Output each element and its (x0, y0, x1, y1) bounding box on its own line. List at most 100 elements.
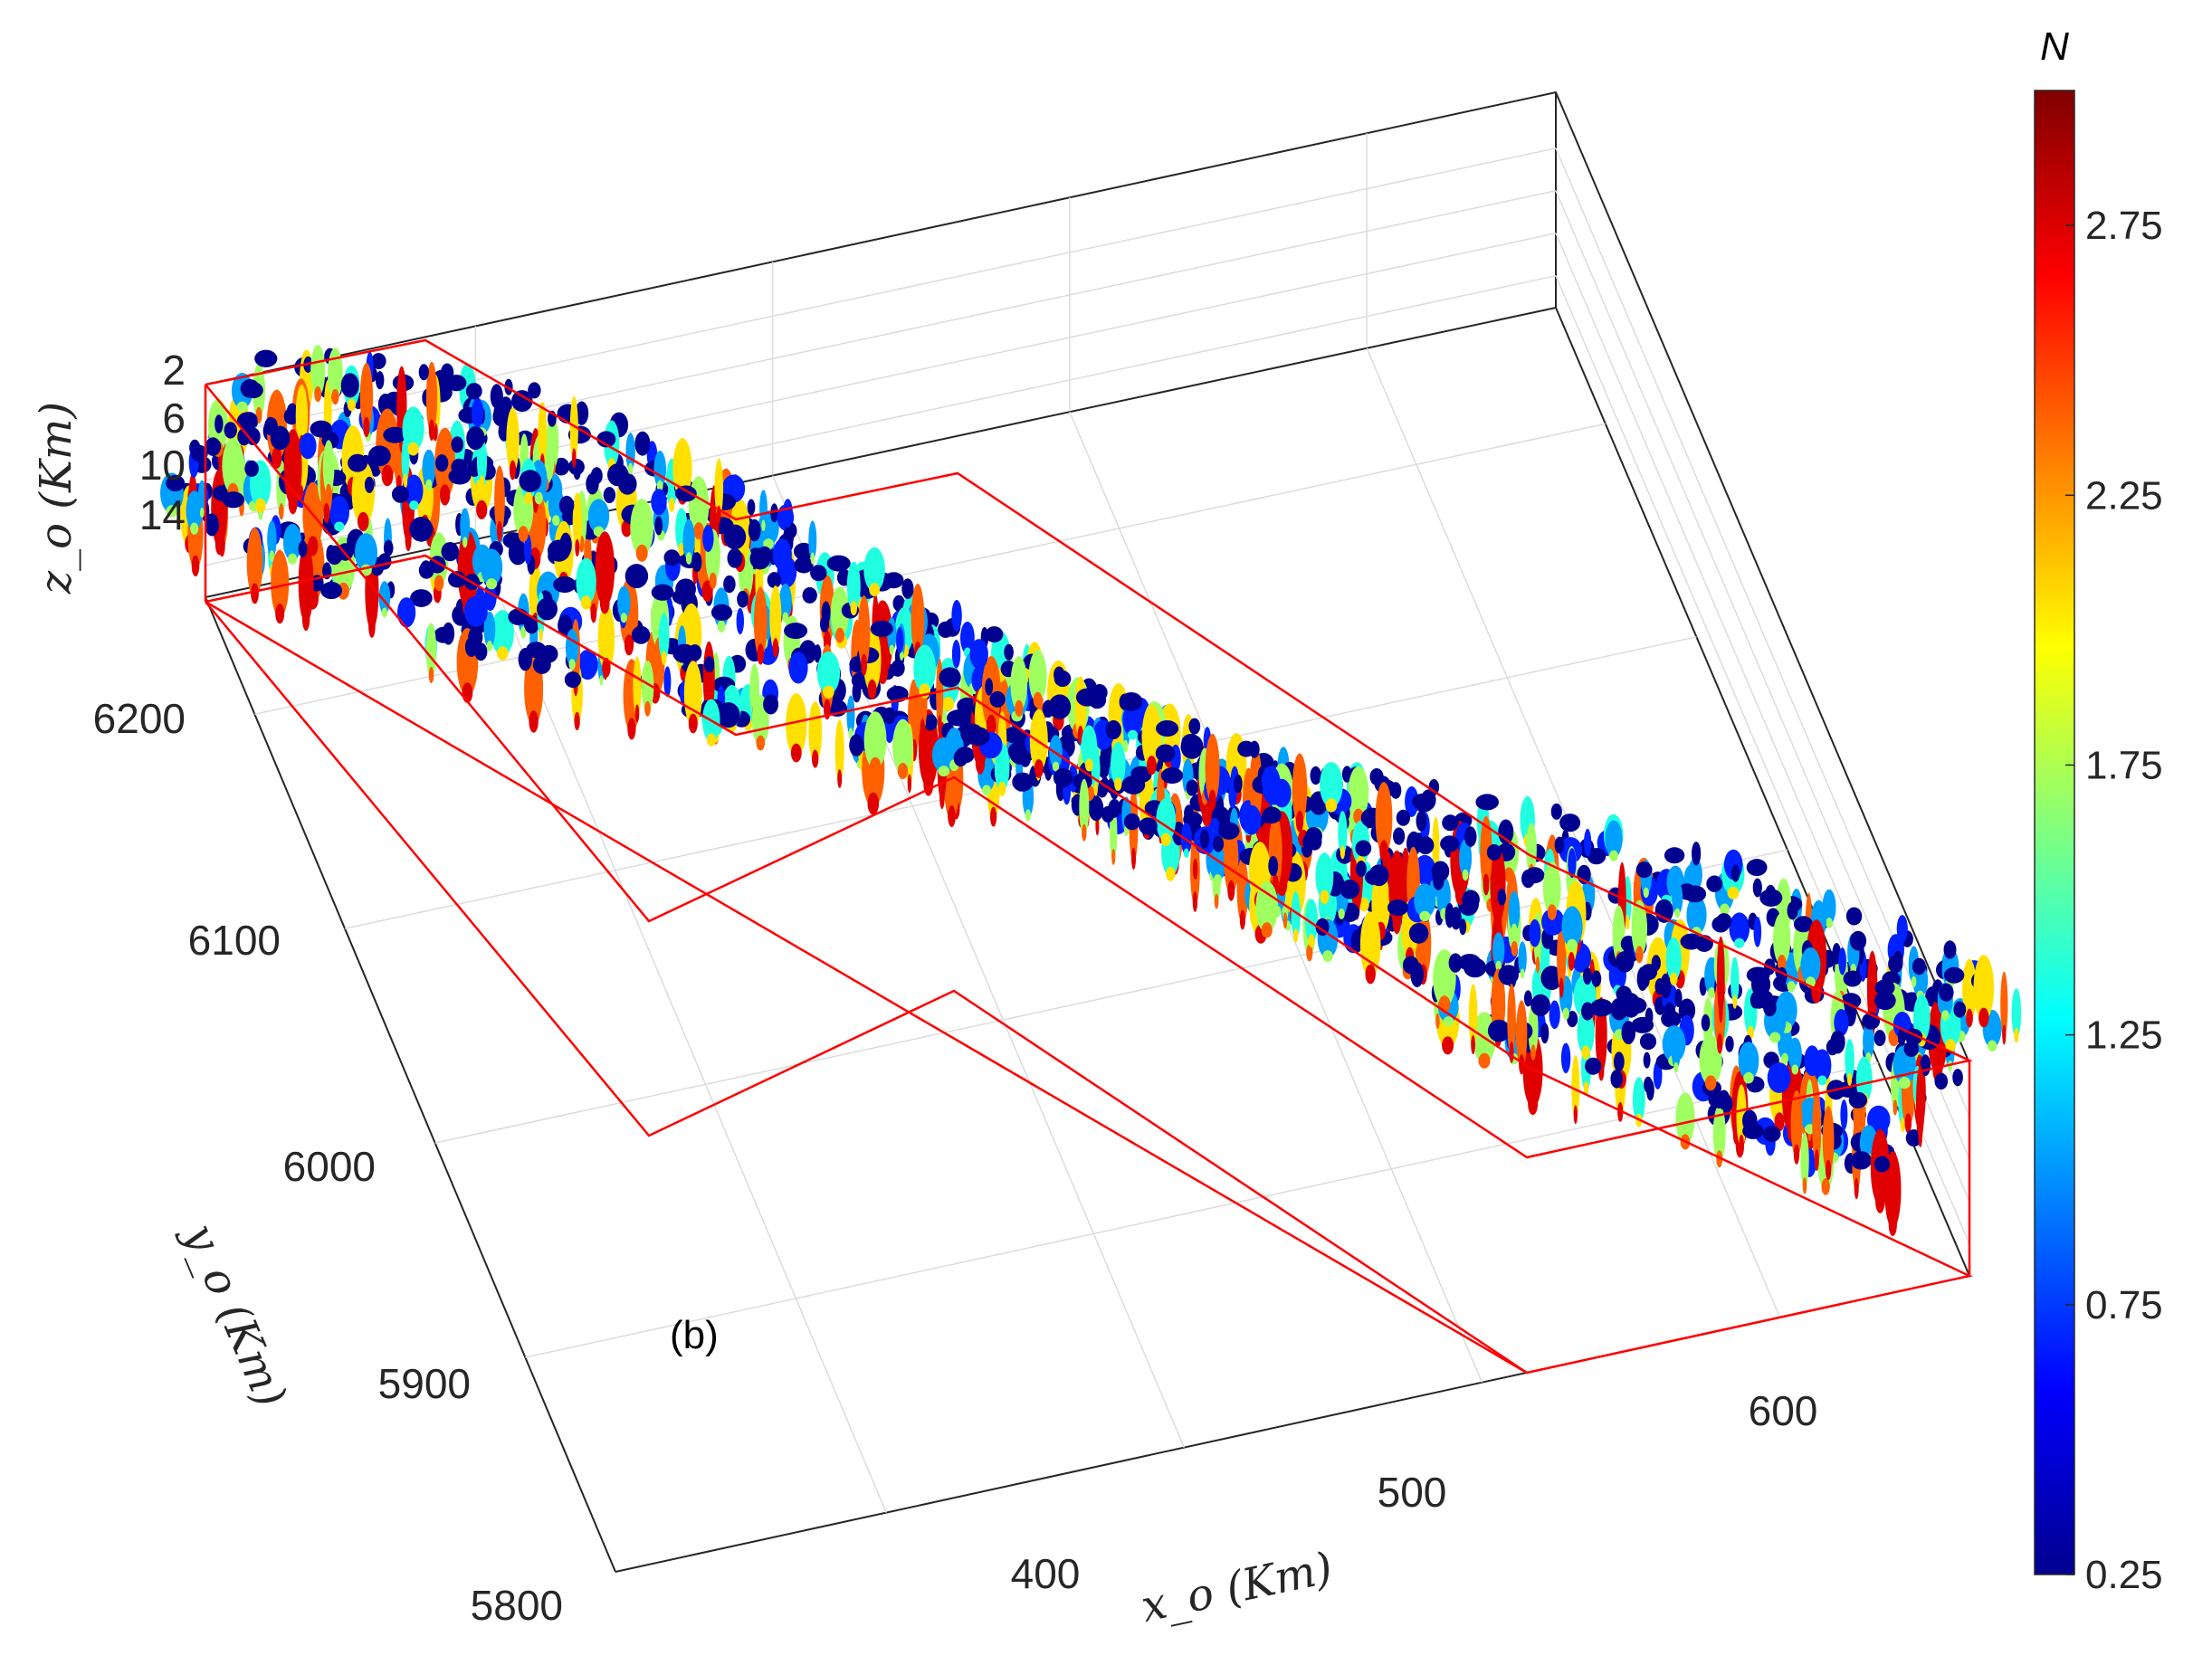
data-point (923, 714, 938, 731)
data-point (1241, 804, 1262, 835)
data-point (1773, 912, 1791, 966)
data-point-tip (1535, 956, 1540, 974)
x-axis: 400 500 600 x_o (Km) (1011, 1387, 1818, 1632)
colorbar-title: N (2040, 24, 2069, 69)
data-point (633, 656, 642, 717)
data-point (508, 608, 529, 625)
data-point-tip (942, 697, 955, 711)
data-point-tip (1131, 847, 1136, 870)
data-point (1508, 890, 1521, 932)
data-point (1557, 923, 1567, 992)
data-point (2011, 988, 2022, 1038)
data-point-tip (920, 718, 925, 740)
data-point (723, 575, 736, 594)
data-point-tip (1941, 1010, 1950, 1021)
data-point-tip (1495, 960, 1502, 972)
data-points (160, 345, 2022, 1236)
data-point-tip (1734, 937, 1745, 948)
data-point-tip (1033, 691, 1043, 709)
data-point-tip (269, 550, 274, 562)
data-point-tip (761, 519, 766, 531)
data-point (1181, 734, 1200, 751)
data-point (1583, 967, 1592, 985)
data-point (494, 465, 505, 536)
data-point (951, 640, 961, 669)
data-point (1800, 1132, 1809, 1189)
data-point-tip (1720, 903, 1730, 916)
data-point (425, 623, 437, 678)
data-point-tip (717, 620, 726, 633)
data-point (939, 667, 961, 688)
data-point (1341, 766, 1352, 783)
data-point (953, 749, 968, 767)
data-point-tip (331, 388, 339, 405)
data-point (1699, 1034, 1722, 1086)
z-axis-label: z_o (Km) (31, 402, 81, 595)
z-tick-label: 6 (162, 395, 186, 442)
data-point-tip (644, 700, 651, 717)
data-point (1671, 1033, 1681, 1070)
data-point (1160, 767, 1184, 785)
data-point (383, 426, 407, 443)
data-point (1953, 1001, 1967, 1018)
data-point (267, 520, 277, 558)
data-point-tip (1111, 849, 1116, 865)
data-point (1075, 688, 1099, 707)
data-point (1752, 878, 1762, 898)
data-point-tip (200, 507, 205, 519)
data-point (1530, 994, 1550, 1016)
colorbar-tick-label: 1.75 (2085, 743, 2163, 787)
data-point (641, 661, 654, 712)
data-point-tip (1483, 873, 1490, 896)
data-point (596, 431, 616, 448)
data-point-tip (590, 603, 597, 623)
y-tick-label: 5900 (378, 1360, 471, 1407)
data-point (474, 642, 488, 661)
data-point-tip (1193, 859, 1198, 880)
data-point (391, 485, 410, 503)
colorbar-gradient (2034, 90, 2075, 1575)
data-point (1139, 817, 1158, 835)
data-point (1897, 1028, 1906, 1047)
data-point (1654, 899, 1673, 923)
data-point (553, 457, 570, 476)
data-point-tip (1519, 1054, 1525, 1075)
x-tick-label: 400 (1011, 1550, 1081, 1597)
data-point-tip (1674, 908, 1681, 918)
data-point-tip (539, 628, 543, 642)
data-point (911, 584, 925, 656)
data-point-tip (1547, 904, 1557, 920)
data-point (244, 460, 259, 477)
data-point (1610, 997, 1628, 1021)
data-point (672, 588, 696, 605)
data-point (1440, 835, 1460, 852)
data-point (283, 407, 300, 425)
data-point-tip (1635, 946, 1644, 964)
data-point (1406, 831, 1422, 856)
data-point-tip (1791, 1064, 1799, 1075)
data-point-tip (347, 398, 356, 412)
data-point (1584, 828, 1592, 857)
data-point-tip (1583, 1081, 1589, 1095)
data-point (1843, 970, 1862, 987)
data-point (558, 495, 575, 516)
data-point (1826, 1039, 1839, 1056)
data-point (197, 480, 206, 515)
data-point-tip (407, 442, 419, 456)
data-point-tip (1192, 891, 1198, 912)
data-point (820, 615, 829, 633)
data-point (1631, 899, 1648, 957)
data-point (651, 584, 674, 601)
data-point-tip (1567, 938, 1578, 952)
data-point (1155, 744, 1176, 763)
data-point (441, 542, 460, 562)
data-point-tip (997, 781, 1006, 796)
data-point (1416, 836, 1435, 855)
data-point (1464, 826, 1477, 847)
data-point (1888, 955, 1903, 974)
data-point (1716, 936, 1725, 1015)
data-point-tip (1325, 798, 1338, 813)
data-point (1840, 1099, 1848, 1130)
data-point (747, 499, 756, 516)
data-point-tip (215, 531, 224, 556)
